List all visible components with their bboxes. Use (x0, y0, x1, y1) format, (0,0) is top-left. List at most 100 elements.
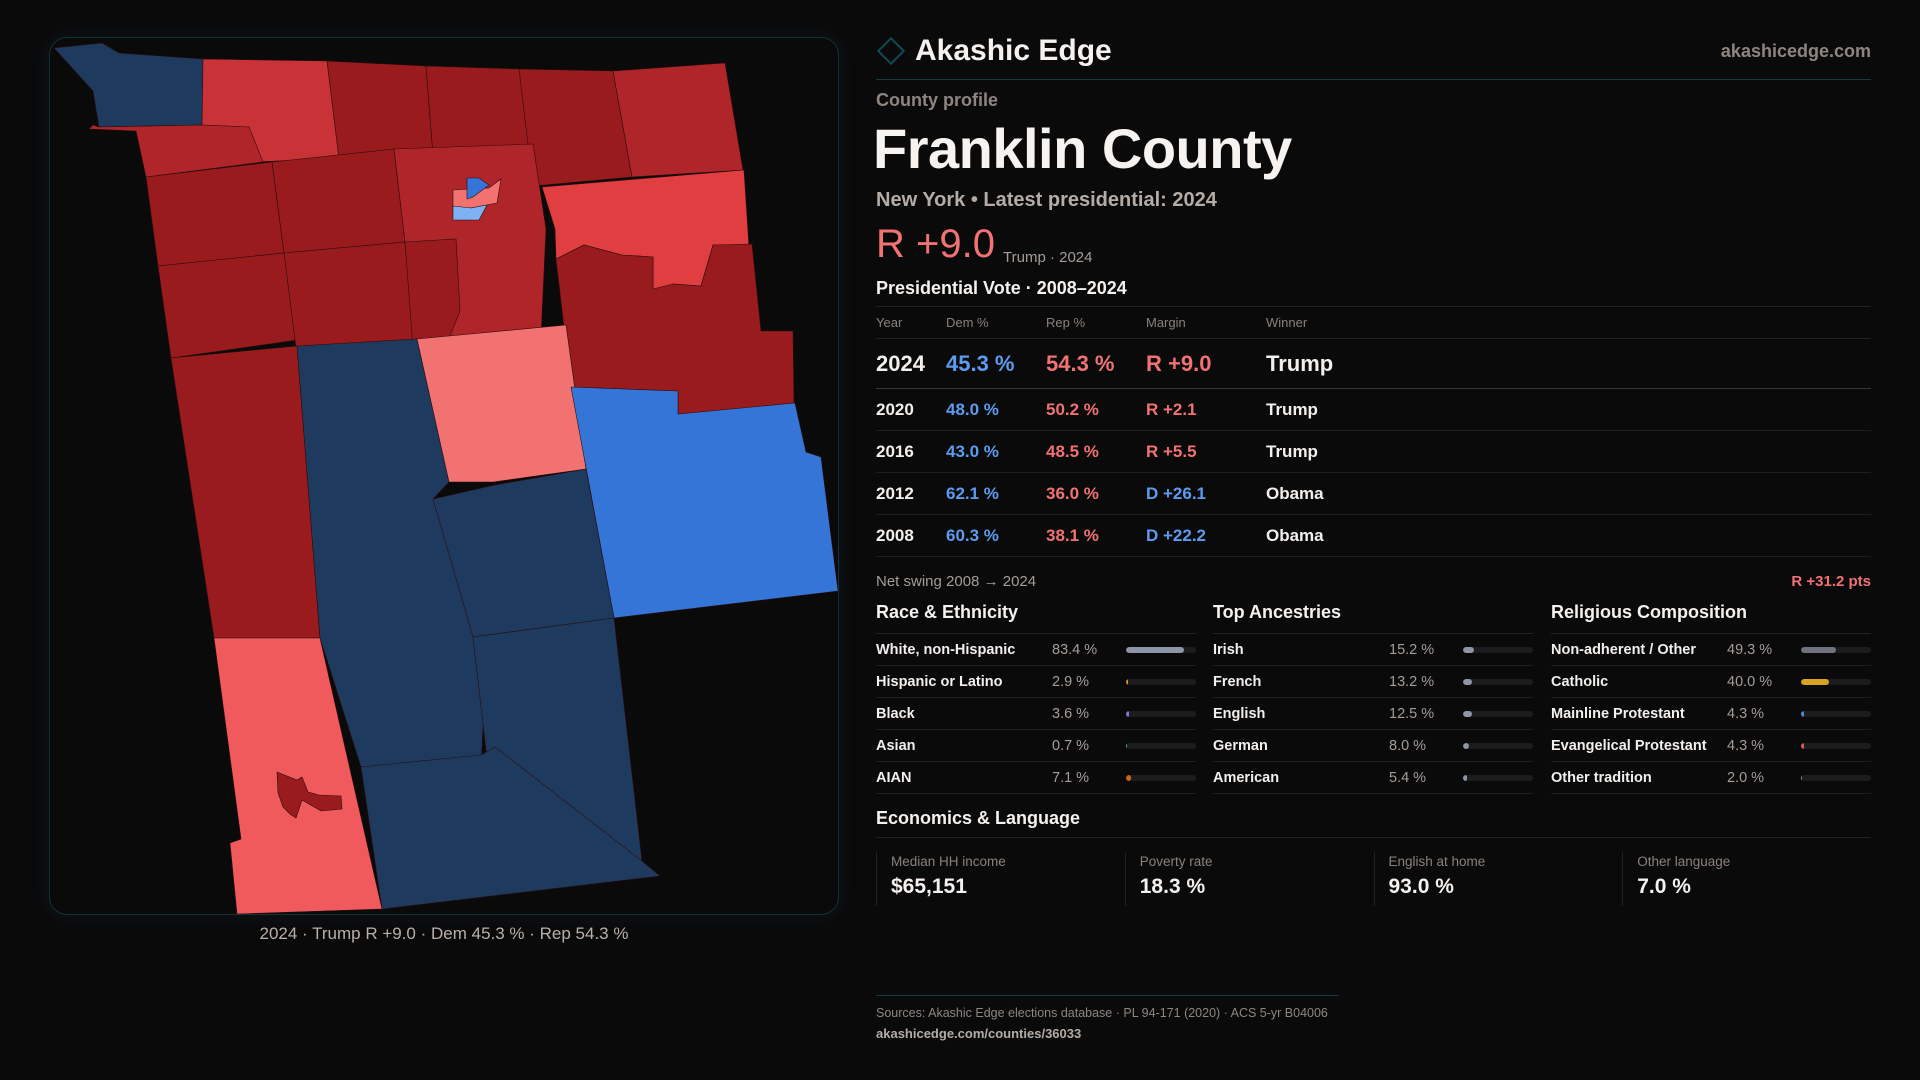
stat-label: Other language (1637, 854, 1731, 869)
race-section: Race & Ethnicity White, non-Hispanic 83.4… (876, 600, 1196, 794)
column-header: Winner (1266, 306, 1871, 339)
stat-english-home: English at home 93.0 % (1373, 852, 1623, 906)
town-dickinson[interactable] (170, 345, 321, 639)
column-header: Rep % (1046, 306, 1146, 339)
row-value: 2.9 % (1052, 673, 1090, 690)
row-label: Evangelical Protestant (1551, 737, 1707, 754)
row-value: 2.0 % (1727, 769, 1765, 786)
town-northwest-d[interactable] (53, 42, 204, 128)
share-bar (1801, 774, 1871, 781)
brand-logo[interactable]: Akashic Edge (876, 34, 1112, 68)
share-bar (1463, 710, 1533, 717)
county-url[interactable]: akashicedge.com/counties/36033 (876, 1026, 1082, 1041)
race-row: AIAN 7.1 % (876, 762, 1196, 794)
dem-cell: 43.0 % (946, 430, 1046, 473)
town-dickinson-n[interactable] (157, 252, 298, 359)
ancestry-title: Top Ancestries (1213, 600, 1533, 634)
religion-section: Religious Composition Non-adherent / Oth… (1551, 600, 1871, 794)
race-row: White, non-Hispanic 83.4 % (876, 634, 1196, 666)
share-bar (1126, 678, 1196, 685)
town-harrietstown[interactable] (360, 746, 661, 910)
stat-poverty-rate: Poverty rate 18.3 % (1124, 852, 1374, 906)
row-label: Catholic (1551, 673, 1609, 690)
town-santa-clara[interactable] (213, 637, 383, 914)
stat-label: Poverty rate (1139, 854, 1213, 869)
footer-divider (876, 995, 1339, 996)
year-cell: 2024 (876, 338, 946, 389)
ancestry-row: American 5.4 % (1213, 762, 1533, 794)
row-label: Black (876, 705, 915, 722)
share-bar-fill (1801, 646, 1836, 653)
county-map[interactable] (49, 37, 839, 915)
share-bar (1463, 774, 1533, 781)
vote-row: 2016 43.0 % 48.5 % R +5.5 Trump (876, 430, 1871, 473)
row-label: French (1213, 673, 1262, 690)
share-bar-fill (1126, 678, 1129, 685)
share-bar-fill (1463, 742, 1469, 749)
row-value: 8.0 % (1389, 737, 1427, 754)
town-franklin[interactable] (432, 468, 615, 638)
row-value: 4.3 % (1727, 737, 1765, 754)
religion-title: Religious Composition (1551, 600, 1871, 634)
town-moira[interactable] (145, 161, 285, 267)
row-label: Other tradition (1551, 769, 1652, 786)
religion-row: Other tradition 2.0 % (1551, 762, 1871, 794)
economics-title: Economics & Language (876, 808, 1081, 828)
share-bar-fill (1463, 774, 1467, 781)
town-chateaugay-lake[interactable] (570, 386, 838, 619)
vote-row: 2024 45.3 % 54.3 % R +9.0 Trump (876, 338, 1871, 389)
row-label: American (1213, 769, 1280, 786)
town-brandon[interactable] (283, 241, 418, 357)
column-header: Year (876, 306, 946, 339)
vote-row: 2008 60.3 % 38.1 % D +22.2 Obama (876, 514, 1871, 557)
year-cell: 2012 (876, 472, 946, 515)
margin-cell: R +5.5 (1146, 430, 1266, 473)
share-bar (1463, 742, 1533, 749)
share-bar (1126, 710, 1196, 717)
city-malone-village-ld[interactable] (452, 204, 488, 221)
city-saranac-lake[interactable] (276, 771, 343, 819)
stat-value: 7.0 % (1637, 875, 1691, 898)
religion-row: Mainline Protestant 4.3 % (1551, 698, 1871, 730)
town-bellmont-n[interactable] (425, 65, 534, 156)
city-malone-village-d[interactable] (466, 177, 490, 200)
ancestry-row: English 12.5 % (1213, 698, 1533, 730)
row-label: English (1213, 705, 1266, 722)
row-value: 0.7 % (1052, 737, 1090, 754)
share-bar (1126, 646, 1196, 653)
margin-cell: R +2.1 (1146, 388, 1266, 431)
rep-cell: 48.5 % (1046, 430, 1146, 473)
row-label: Mainline Protestant (1551, 705, 1685, 722)
economics-stats: Median HH income $65,151 Poverty rate 18… (876, 852, 1871, 906)
latest-election: • Latest presidential: 2024 (970, 189, 1217, 211)
stat-other-language: Other language 7.0 % (1622, 852, 1871, 906)
ancestry-row: Irish 15.2 % (1213, 634, 1533, 666)
winner-cell: Trump (1266, 388, 1871, 431)
share-bar-fill (1801, 774, 1803, 781)
site-link[interactable]: akashicedge.com (1720, 41, 1871, 61)
page-title: Franklin County (873, 117, 1292, 180)
row-value: 5.4 % (1389, 769, 1427, 786)
town-westville[interactable] (88, 124, 264, 178)
rep-cell: 50.2 % (1046, 388, 1146, 431)
winner-cell: Trump (1266, 430, 1871, 473)
column-header: Dem % (946, 306, 1046, 339)
ancestry-section: Top Ancestries Irish 15.2 % French 13.2 % En… (1213, 600, 1533, 794)
row-label: White, non-Hispanic (876, 641, 1016, 658)
town-ne[interactable] (612, 62, 744, 178)
year-cell: 2016 (876, 430, 946, 473)
town-chateaugay[interactable] (326, 60, 434, 160)
town-bangor[interactable] (271, 148, 406, 254)
town-belmont[interactable] (416, 324, 587, 483)
winner-cell: Obama (1266, 472, 1871, 515)
share-bar (1126, 774, 1196, 781)
row-value: 4.3 % (1727, 705, 1765, 722)
headline-margin: R +9.0 (876, 222, 995, 266)
share-bar (1801, 710, 1871, 717)
stat-value: $65,151 (891, 875, 967, 898)
stat-label: Median HH income (891, 854, 1006, 869)
net-swing-value: R +31.2 pts (1791, 573, 1871, 590)
margin-cell: R +9.0 (1146, 338, 1266, 389)
share-bar-fill (1126, 646, 1185, 653)
rep-cell: 36.0 % (1046, 472, 1146, 515)
